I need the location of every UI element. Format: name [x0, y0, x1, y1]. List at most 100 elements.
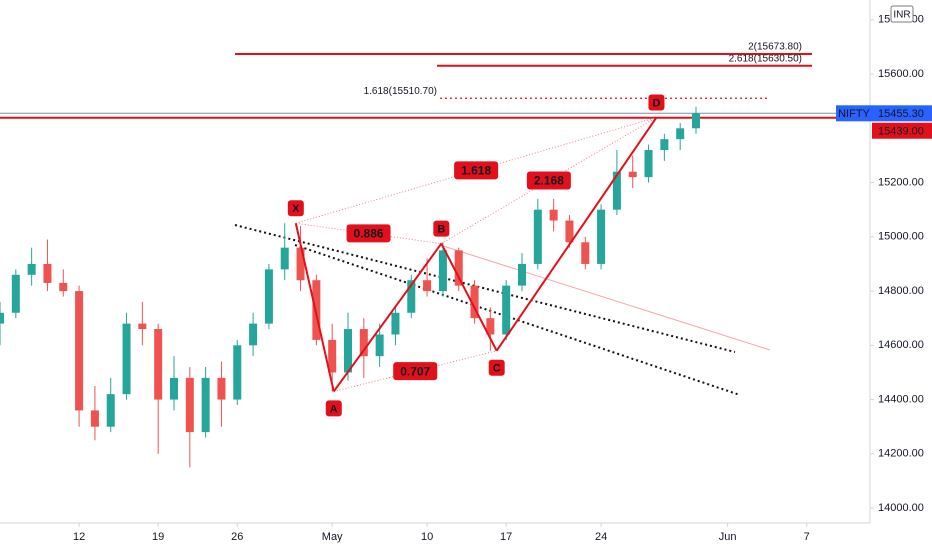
candle-body [549, 209, 558, 221]
pattern-point-label: C [493, 363, 501, 375]
line-price-label: 15439.00 [878, 126, 924, 138]
candle-body [264, 269, 273, 324]
x-tick-label: 7 [804, 531, 810, 543]
candle-body [581, 242, 590, 264]
candle-body [676, 128, 685, 140]
y-tick-label: 14000.00 [878, 502, 924, 514]
candle-body [407, 280, 416, 313]
candle-body [185, 377, 194, 433]
pattern-point-box [325, 400, 342, 417]
candle-body [75, 291, 84, 411]
ratio-label: 1.618 [461, 164, 491, 178]
pattern-ratio-line [441, 117, 657, 245]
pattern-point-label: X [292, 203, 300, 215]
y-tick-label: 15600.00 [878, 68, 924, 80]
candle-body [122, 323, 131, 395]
x-tick-label: 24 [595, 531, 607, 543]
pattern-ratio-line [295, 222, 442, 245]
candle-body [375, 334, 384, 357]
candle-body [454, 250, 463, 286]
candle-body [533, 209, 542, 264]
pattern-leg [332, 243, 443, 393]
candle-body [597, 209, 606, 264]
ratio-label: 0.707 [400, 364, 430, 378]
candle-body [154, 329, 163, 400]
y-tick-label: 14200.00 [878, 448, 924, 460]
candle-body [249, 323, 258, 346]
candle-body [170, 377, 178, 400]
x-tick-label: 17 [500, 531, 512, 543]
ratio-label: 2.168 [534, 174, 564, 188]
pattern-leg [294, 223, 335, 392]
candle-body [90, 410, 99, 427]
candle-body [470, 285, 479, 319]
candle-body [628, 171, 637, 178]
candle-body [423, 280, 432, 292]
pattern-ratio-line [333, 350, 497, 392]
candle-body [11, 274, 20, 313]
channel-line [234, 224, 736, 353]
candle-body [518, 263, 526, 286]
ratio-box [346, 224, 391, 243]
candle-body [59, 282, 68, 292]
candle-body [201, 377, 210, 433]
pattern-point-box [488, 359, 505, 376]
candle-body [438, 250, 447, 292]
y-tick-label: 15200.00 [878, 176, 924, 188]
pattern-leg [440, 243, 498, 352]
candle-body [359, 329, 368, 357]
candle-body [27, 263, 36, 275]
candle-body [106, 394, 115, 427]
x-tick-label: 12 [73, 531, 85, 543]
candle-body [233, 345, 242, 400]
candle-body [43, 263, 52, 283]
candle-body [391, 312, 400, 335]
candle-body [280, 247, 289, 270]
ratio-box [393, 362, 438, 381]
fib-level-label: 2(15673.80) [748, 42, 802, 53]
ratio-box [526, 171, 571, 190]
pattern-point-label: A [330, 403, 338, 415]
trend-line [439, 244, 771, 351]
x-tick-label: May [322, 531, 343, 543]
candle-body [217, 377, 226, 400]
pattern-leg [495, 116, 658, 352]
fib-level-label: 2.618(15630.50) [729, 53, 802, 64]
pattern-point-box [287, 200, 304, 217]
candle-body [612, 171, 621, 210]
candle-body [486, 318, 495, 335]
candle-body [565, 220, 574, 243]
x-tick-label: Jun [719, 531, 737, 543]
pattern-point-box [433, 220, 450, 237]
candle-body [328, 339, 337, 373]
candle-body [692, 113, 700, 129]
line-price-box [872, 122, 932, 139]
x-tick-label: 10 [421, 531, 433, 543]
ratio-label: 0.886 [354, 227, 384, 241]
x-tick-label: 19 [152, 531, 164, 543]
x-tick-label: 26 [231, 531, 243, 543]
ratio-box [454, 161, 499, 180]
currency-label: INR [893, 10, 910, 21]
pattern-point-label: B [437, 224, 445, 236]
y-tick-label: 14400.00 [878, 393, 924, 405]
currency-box [890, 5, 914, 23]
symbol-label: NIFTY [838, 108, 870, 120]
pattern-point-label: D [652, 97, 660, 109]
channel-line [294, 244, 741, 396]
y-tick-label: 14800.00 [878, 285, 924, 297]
y-tick-label: 14600.00 [878, 339, 924, 351]
candle-body [644, 150, 653, 178]
candle-body [502, 285, 511, 335]
fib-level-label: 1.618(15510.70) [364, 86, 437, 97]
last-price-label: 15455.30 [878, 108, 924, 120]
last-price-box [872, 105, 932, 122]
pattern-point-box [648, 94, 665, 111]
y-tick-label: 15000.00 [878, 231, 924, 243]
symbol-box [836, 105, 872, 122]
candle-body [138, 323, 147, 330]
candle-body [344, 329, 352, 373]
candle-body [296, 247, 305, 281]
